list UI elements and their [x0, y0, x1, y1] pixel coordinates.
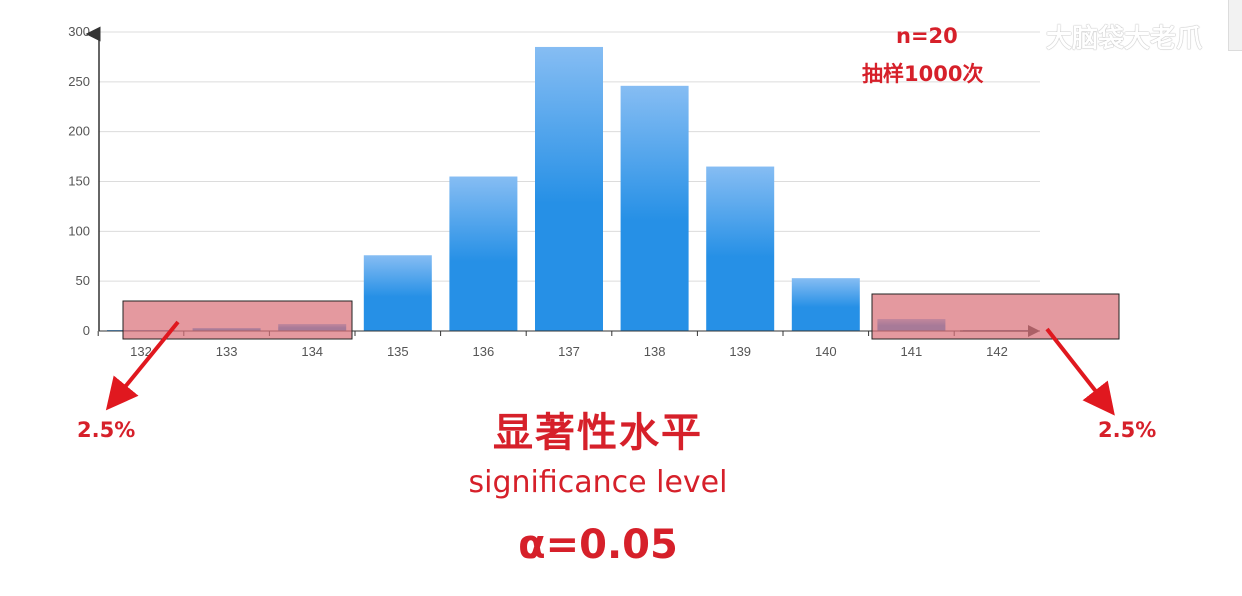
scroll-handle[interactable]: [1228, 0, 1242, 51]
x-tick-label-139: 139: [729, 344, 751, 359]
right-tail-arrow: [1045, 327, 1115, 416]
x-tick-label-140: 140: [815, 344, 837, 359]
y-tick-label: 250: [68, 74, 90, 89]
bar-140: [791, 278, 860, 331]
alpha-value: α=0.05: [518, 522, 678, 568]
sampling-count-label: 抽样1000次: [862, 62, 984, 86]
title-chinese: 显著性水平: [493, 410, 703, 456]
x-tick-label-137: 137: [558, 344, 580, 359]
x-tick-label-138: 138: [644, 344, 666, 359]
left-tail-highlight: [122, 300, 353, 340]
x-tick-labels: 132 133 134 135 136 137 138 139 140 141 142: [97, 331, 1008, 359]
left-tail-percent: 2.5%: [77, 418, 136, 442]
title-english: significance level: [468, 465, 728, 500]
right-tail-percent: 2.5%: [1098, 418, 1157, 442]
right-tail-highlight: [871, 293, 1120, 340]
x-tick-label-136: 136: [473, 344, 495, 359]
y-tick-label: 0: [83, 323, 90, 338]
x-tick-label-132: 132: [130, 344, 152, 359]
bar-137: [535, 46, 603, 331]
left-tail-arrow: [105, 320, 180, 411]
y-tick-labels: 0 50 100 150 200 250 300: [68, 24, 90, 338]
bar-139: [706, 166, 775, 331]
bar-138: [620, 85, 689, 331]
y-tick-label: 300: [68, 24, 90, 39]
bar-136: [449, 176, 518, 331]
y-tick-label: 50: [76, 273, 90, 288]
x-tick-label-135: 135: [387, 344, 409, 359]
x-tick-label-141: 141: [901, 344, 923, 359]
x-tick-label-133: 133: [216, 344, 238, 359]
bar-135: [363, 255, 432, 331]
sample-size-label: n=20: [896, 24, 958, 48]
bars: [107, 46, 1031, 331]
y-tick-label: 150: [68, 174, 90, 189]
watermark-logo: 大脑袋大老爪: [1046, 24, 1203, 54]
x-tick-label-134: 134: [301, 344, 323, 359]
y-tick-label: 200: [68, 124, 90, 139]
x-tick-label-142: 142: [986, 344, 1008, 359]
y-tick-label: 100: [68, 223, 90, 238]
